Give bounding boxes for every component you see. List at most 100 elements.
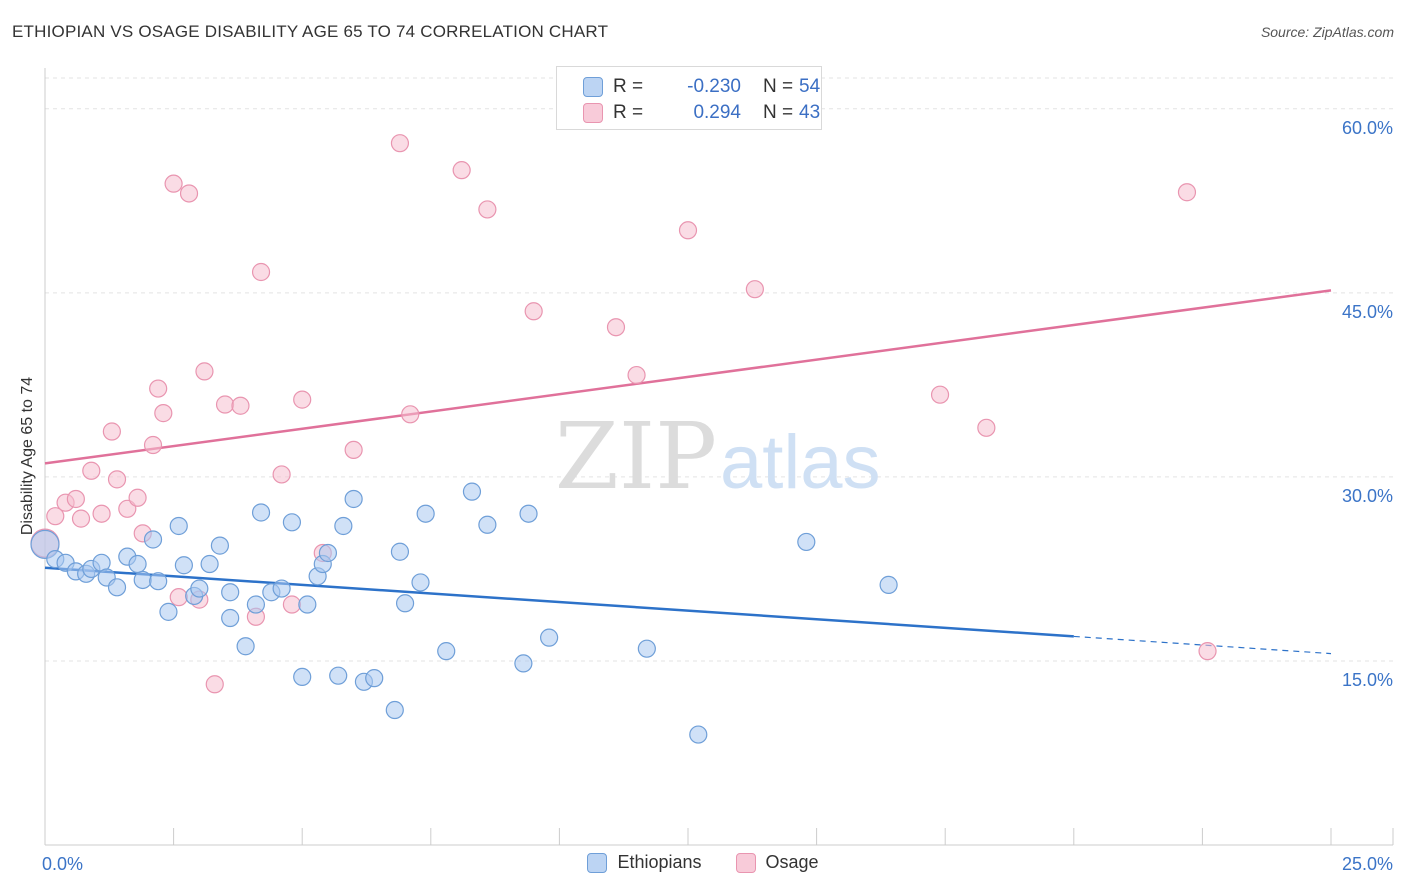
legend-item-osage[interactable]: Osage	[735, 852, 819, 873]
osage-point	[606, 318, 626, 337]
ethiopians-point	[462, 482, 482, 501]
ethiopians-point	[159, 602, 178, 621]
ethiopians-point	[149, 572, 168, 591]
osage-point	[401, 405, 420, 424]
ethiopians-point	[210, 536, 229, 555]
osage-point	[215, 395, 235, 414]
ethiopians-point	[282, 513, 302, 532]
ethiopians-point	[169, 516, 188, 536]
ethiopians-point	[797, 532, 816, 552]
ethiopians-point	[540, 628, 559, 647]
legend-label-ethiopians: Ethiopians	[617, 852, 702, 872]
ethiopians-trend-line	[44, 566, 1074, 638]
osage-point	[930, 385, 950, 404]
ethiopians-point	[344, 489, 363, 509]
osage-point	[524, 302, 543, 321]
osage-point	[390, 134, 410, 153]
ethiopians-point	[689, 725, 708, 744]
osage-point	[102, 422, 121, 441]
source-credit: Source: ZipAtlas.com	[1260, 24, 1394, 40]
ethiopians-point	[334, 516, 353, 536]
ethiopians-point	[272, 579, 291, 598]
osage-point	[452, 161, 471, 180]
ethiopians-point	[107, 578, 127, 597]
ethiopians-swatch	[583, 77, 603, 97]
y-axis-label: Disability Age 65 to 74	[19, 376, 36, 536]
ethiopians-point	[329, 666, 348, 685]
ethiopians-point	[365, 669, 384, 688]
ethiopians-point	[879, 575, 898, 594]
stats-legend: R = -0.230 N = 54 R = 0.294 N = 43	[556, 66, 822, 130]
ethiopians-point	[190, 579, 209, 598]
osage-point	[282, 595, 302, 614]
ethiopians-point	[637, 639, 656, 658]
data-points	[30, 134, 1217, 744]
ethiopians-point	[514, 654, 533, 673]
axes	[44, 68, 1394, 846]
ethiopians-trend-extension	[1073, 635, 1332, 655]
osage-point	[179, 184, 199, 203]
osage-point	[293, 390, 312, 409]
chart-title: ETHIOPIAN VS OSAGE DISABILITY AGE 65 TO …	[12, 22, 609, 41]
ethiopians-point	[128, 554, 147, 574]
ethiopians-point	[221, 583, 240, 602]
legend: Ethiopians Osage	[0, 852, 1406, 873]
osage-point	[231, 396, 250, 415]
osage-trend-line	[44, 289, 1332, 465]
ethiopians-point	[221, 608, 240, 628]
watermark-zip: ZIP	[555, 403, 717, 510]
osage-point	[195, 362, 214, 381]
osage-point	[82, 461, 101, 480]
n-value: 54	[799, 76, 821, 97]
osage-point	[143, 435, 163, 455]
ethiopians-point	[318, 543, 338, 563]
osage-point	[977, 418, 996, 437]
y-tick-label: 30.0%	[1342, 486, 1393, 506]
osage-point	[205, 675, 224, 694]
osage-point	[107, 470, 127, 489]
osage-point	[66, 489, 85, 509]
osage-point	[128, 488, 147, 507]
y-tick-label: 15.0%	[1342, 670, 1393, 690]
x-tick-label: 0.0%	[42, 854, 83, 874]
ethiopians-point	[251, 503, 271, 522]
ethiopians-point	[246, 595, 266, 614]
osage-point	[149, 379, 168, 398]
osage-point	[745, 280, 764, 299]
x-tick-label: 25.0%	[1342, 854, 1393, 874]
osage-point	[251, 262, 271, 282]
osage-swatch	[583, 103, 603, 123]
watermark: ZIP atlas	[555, 403, 881, 510]
ethiopians-point	[437, 642, 456, 661]
ethiopians-point	[293, 667, 312, 687]
ethiopians-legend-swatch	[587, 852, 608, 873]
ethiopians-point	[478, 515, 497, 534]
osage-point	[627, 365, 646, 385]
osage-point	[1177, 183, 1197, 202]
osage-point	[46, 507, 65, 526]
legend-label-osage: Osage	[765, 852, 819, 872]
y-tick-label: 60.0%	[1342, 118, 1393, 138]
grid-lines	[45, 77, 1393, 662]
r-value: -0.230	[687, 76, 741, 97]
legend-item-ethiopians[interactable]: Ethiopians	[587, 852, 702, 873]
tick-labels: 15.0% 30.0% 45.0% 60.0% 0.0% 25.0%	[42, 118, 1393, 874]
osage-point	[92, 504, 111, 523]
ethiopians-point	[385, 700, 404, 720]
osage-point	[272, 465, 291, 484]
osage-point	[1198, 642, 1217, 661]
osage-point	[154, 404, 173, 423]
osage-point	[71, 509, 91, 528]
osage-point	[478, 200, 497, 219]
n-label: N =	[763, 102, 794, 123]
osage-point	[344, 440, 363, 460]
osage-point	[169, 588, 188, 607]
trend-lines	[44, 289, 1332, 655]
osage-point	[678, 221, 698, 240]
ethiopians-point	[174, 556, 193, 575]
y-tick-label: 45.0%	[1342, 302, 1393, 322]
ethiopians-point	[390, 542, 410, 561]
ethiopians-point	[411, 573, 430, 592]
n-label: N =	[763, 76, 794, 97]
